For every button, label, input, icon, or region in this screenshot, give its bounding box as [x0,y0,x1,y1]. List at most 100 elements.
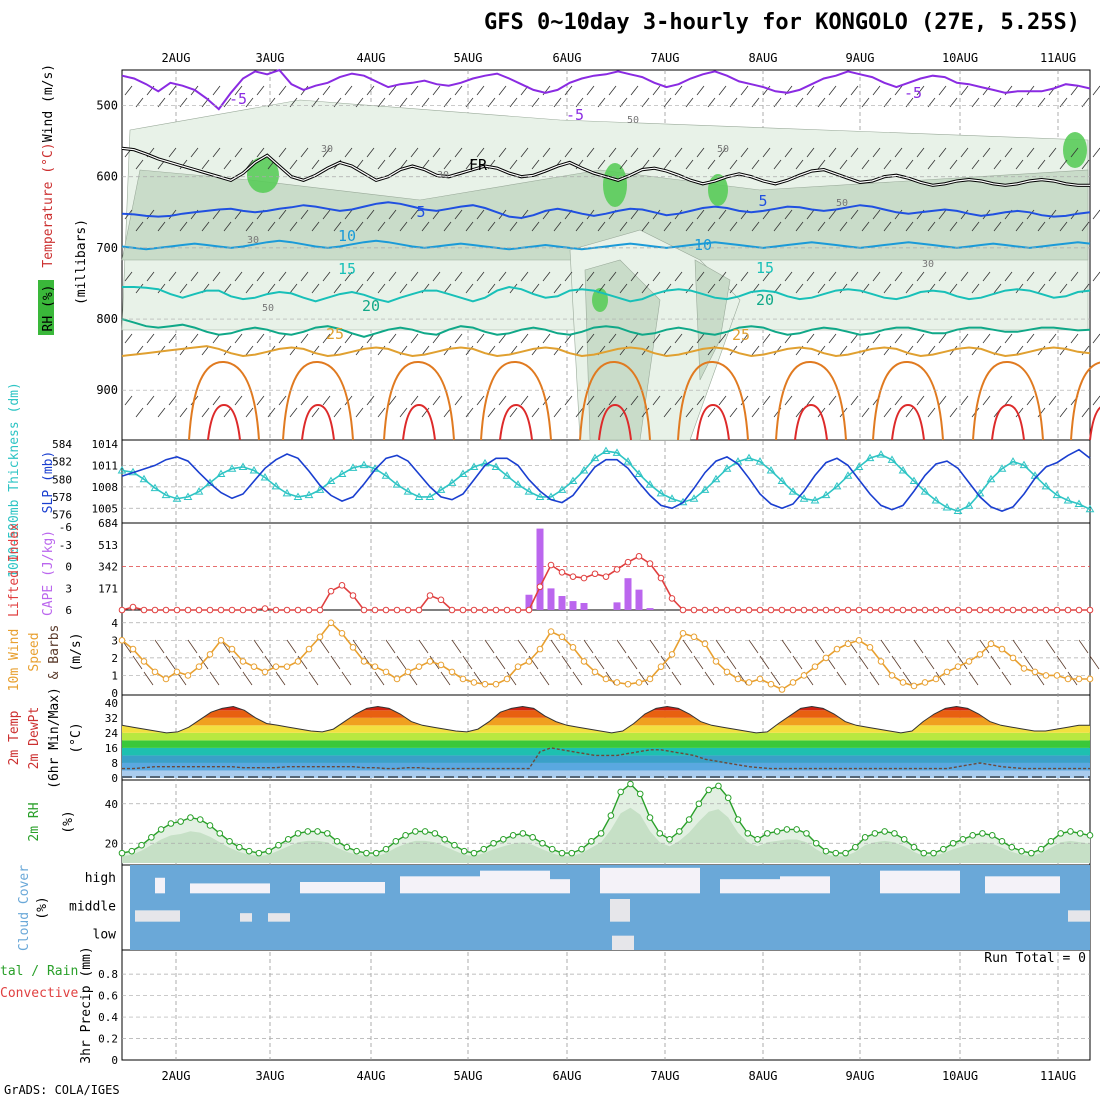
wind10-series-point [701,640,709,648]
cloud-label: (%) [35,896,50,919]
rh-point [451,841,458,849]
rh-point [988,832,996,839]
wind-barb [839,97,848,108]
rh2m-label: (%) [61,810,76,833]
wind10-series-point [558,633,566,641]
wind-barb [410,209,419,220]
rh-point [959,836,967,843]
thickness-series-point [909,476,919,485]
cloud-low-gap [612,935,634,950]
lifted-index-series-point [800,606,808,614]
wind-barb [1004,271,1013,282]
temp-series [121,705,1090,734]
wind-barb [982,395,991,406]
wind-barb [597,159,606,170]
wind10-barb [990,655,1001,670]
wind-barb [740,271,749,282]
lifted-index-series-point [1042,606,1050,614]
wind-barb [586,85,595,96]
wind-barb [1037,407,1046,418]
wind10-barb [418,639,429,654]
wind-barb [1015,345,1024,356]
wind-barb [278,85,287,96]
isotherm-15 [122,285,1091,304]
wind-barb [971,159,980,170]
wind-barb [839,345,848,356]
date-tick-bottom: 7AUG [651,1069,680,1083]
thickness-series-point [601,446,611,455]
wind-barb [916,147,925,158]
wind-barb [1092,85,1100,96]
wind-barb [498,333,507,344]
wind-barb [971,221,980,232]
lifted-index-series-point [272,606,280,614]
thickness-series-point [348,463,358,471]
wind10-series-point [1086,675,1094,683]
mb-tick: 700 [96,241,118,255]
thickness-series-point [744,453,754,462]
temp-band [122,695,1090,703]
wind-barb [322,209,331,220]
rh-point [597,830,605,837]
isotherm-35 [991,403,1025,441]
rh-point [128,847,136,855]
wind-barb [795,221,804,232]
wind-barb [223,407,232,418]
wind-barb [872,209,881,220]
thickness-series-point [326,476,336,485]
wind10-series-point [965,658,973,665]
wind-barb [366,271,375,282]
rh-point [764,830,771,837]
wind10-barb [858,655,869,670]
isotherm-label: 25 [732,326,750,344]
date-tick-bottom: 2AUG [162,1069,191,1083]
wind10-series-point [866,644,874,651]
lifted-index-series-point [921,606,929,614]
wind10-barb [330,655,341,670]
rh-point [910,843,918,851]
wind-barb [916,271,925,282]
wind10-barb [132,655,143,670]
precip-label: tal / Rain [0,964,78,979]
wind-barb [234,395,243,406]
lifted-index-series-point [756,606,764,614]
li-tick: 0 [65,561,72,574]
wind-barb [652,333,661,344]
lifted-index-series-point [657,574,665,582]
wind-barb [212,85,221,96]
lifted-index-series-point [701,606,709,614]
wind-barb [773,159,782,170]
wind-barb [685,97,694,108]
wind-barb [751,407,760,418]
thickness-series-point [821,490,831,499]
lifted-index-series-point [173,606,181,614]
li-tick: 3 [65,582,72,595]
lifted-index-series-point [690,606,698,614]
wind-barb [938,85,947,96]
thickness-label: 1000-500mb Thickness (dm) [7,382,22,578]
upper-temp-label: Temperature (°C) [41,142,56,267]
rh-point [1057,830,1064,837]
thickness-series-point [711,474,721,483]
thickness-series-point [766,465,776,474]
cape-bar [613,602,621,610]
thickness-series-point [194,487,204,495]
wind-barb [608,85,617,96]
mb-tick: 900 [96,383,118,397]
wind-barb [575,345,584,356]
wind-barb [586,395,595,406]
wind-barb [443,345,452,356]
wind-barb [278,395,287,406]
wind-barb [289,221,298,232]
lifted-index-series-point [525,606,533,614]
wind-barb [718,147,727,158]
thickness-series-point [1074,499,1084,507]
wind10-barb [946,639,957,654]
date-tick-bottom: 5AUG [454,1069,483,1083]
thickness-series-point [172,494,182,502]
thickness-series-point [1019,460,1029,469]
wind10-series-point [833,645,841,653]
wind10-series-point [613,679,621,686]
wind10-series-point [459,675,467,683]
wind-barb [1015,407,1024,418]
